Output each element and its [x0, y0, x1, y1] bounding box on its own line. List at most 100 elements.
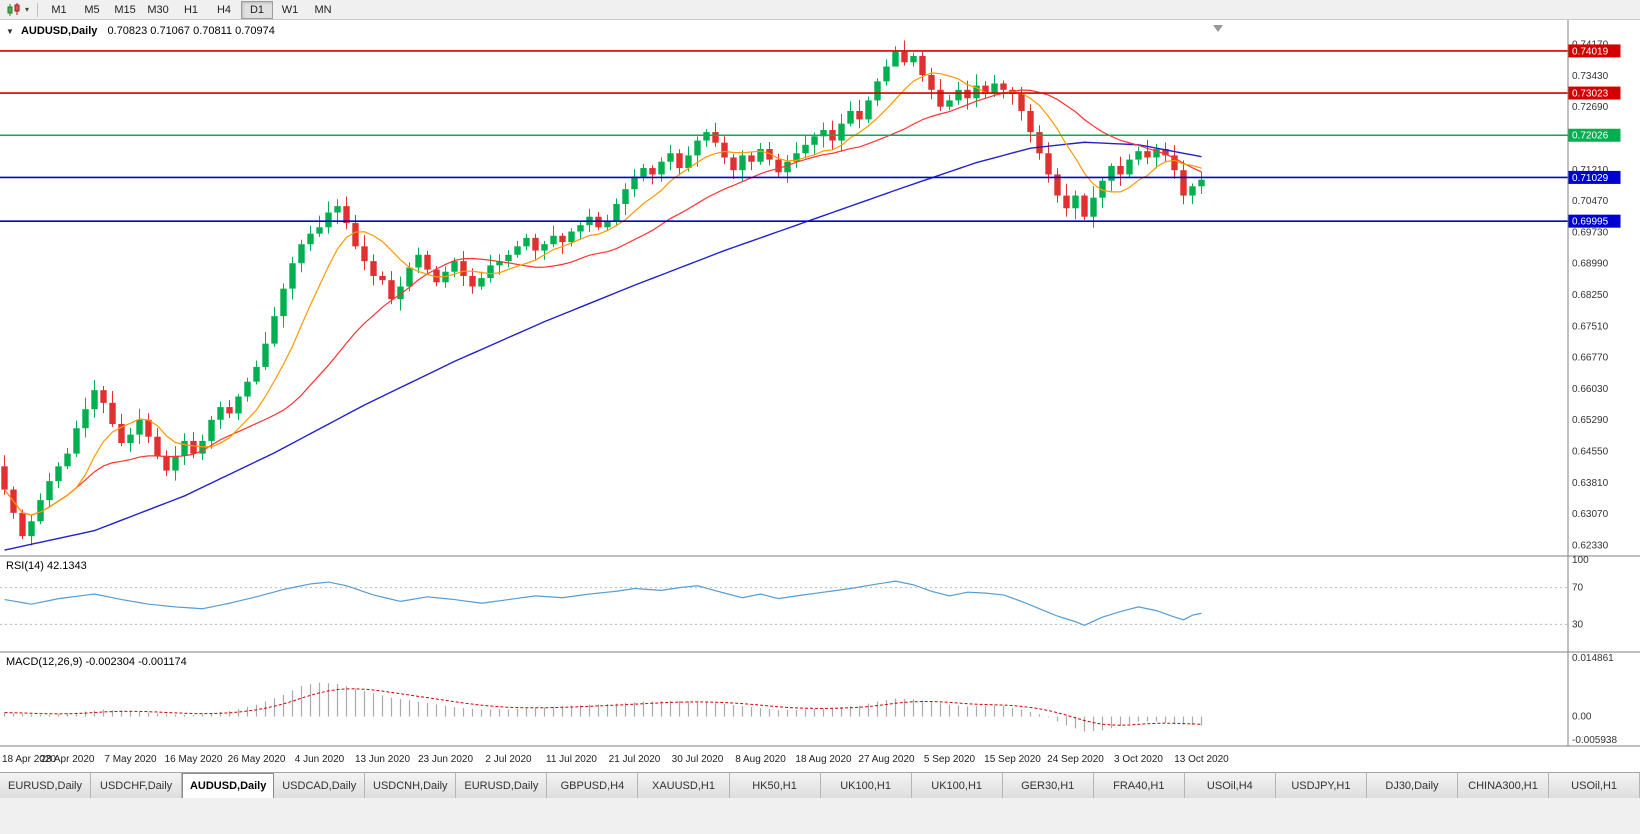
chart-tab-3[interactable]: USDCAD,Daily [274, 773, 366, 798]
svg-text:26 May 2020: 26 May 2020 [228, 754, 286, 765]
svg-text:0.63810: 0.63810 [1572, 478, 1609, 489]
svg-text:28 Apr 2020: 28 Apr 2020 [41, 754, 95, 765]
horizontal-levels-layer[interactable]: 0.74019 0.73023 0.72026 0.71029 0.69995 [0, 44, 1621, 228]
chart-tab-0[interactable]: EURUSD,Daily [0, 773, 92, 798]
svg-text:0.74019: 0.74019 [1572, 46, 1609, 57]
svg-text:0.72026: 0.72026 [1572, 131, 1609, 142]
svg-text:13 Jun 2020: 13 Jun 2020 [355, 754, 410, 765]
svg-text:21 Jul 2020: 21 Jul 2020 [609, 754, 661, 765]
svg-text:0.63070: 0.63070 [1572, 509, 1609, 520]
price-axis[interactable]: 0.741700.734300.726900.719500.712100.704… [1572, 40, 1609, 552]
svg-text:8 Aug 2020: 8 Aug 2020 [735, 754, 786, 765]
tf-button-mn[interactable]: MN [314, 3, 332, 16]
svg-text:-0.005938: -0.005938 [1572, 735, 1617, 746]
chart-tab-8[interactable]: HK50,H1 [729, 773, 821, 798]
svg-text:0.72690: 0.72690 [1572, 102, 1609, 113]
svg-text:24 Sep 2020: 24 Sep 2020 [1047, 754, 1104, 765]
toolbar-separator [37, 2, 39, 17]
tf-button-h1[interactable]: H1 [183, 3, 199, 16]
svg-text:27 Aug 2020: 27 Aug 2020 [858, 754, 915, 765]
svg-text:0.71210: 0.71210 [1572, 165, 1609, 176]
svg-text:0.014861: 0.014861 [1572, 653, 1614, 664]
macd-indicator-label: MACD(12,26,9) -0.002304 -0.001174 [6, 656, 187, 668]
chart-tab-9[interactable]: UK100,H1 [820, 773, 912, 798]
tf-button-m30[interactable]: M30 [147, 3, 169, 16]
svg-text:18 Aug 2020: 18 Aug 2020 [795, 754, 852, 765]
svg-text:0.64550: 0.64550 [1572, 447, 1609, 458]
chart-tab-16[interactable]: CHINA300,H1 [1458, 773, 1550, 798]
candlestick-chart-icon [7, 2, 20, 16]
chart-tab-5[interactable]: EURUSD,Daily [456, 773, 548, 798]
macd-histogram [3, 682, 1203, 732]
panel-frames [0, 20, 1640, 747]
tf-button-m5[interactable]: M5 [84, 3, 100, 16]
chart-tab-15[interactable]: DJ30,Daily [1366, 773, 1458, 798]
tf-button-d1[interactable]: D1 [241, 0, 274, 19]
chart-tab-7[interactable]: XAUUSD,H1 [638, 773, 730, 798]
svg-text:3 Oct 2020: 3 Oct 2020 [1114, 754, 1163, 765]
chart-symbol-label: AUDUSD,Daily [20, 25, 98, 37]
chart-ohlc-values: 0.70823 0.71067 0.70811 0.70974 [107, 25, 275, 37]
svg-text:2 Jul 2020: 2 Jul 2020 [485, 754, 532, 765]
svg-text:4 Jun 2020: 4 Jun 2020 [295, 754, 345, 765]
chart-tab-11[interactable]: GER30,H1 [1002, 773, 1094, 798]
svg-text:0.65290: 0.65290 [1572, 415, 1609, 426]
chart-tab-12[interactable]: FRA40,H1 [1093, 773, 1185, 798]
chart-tab-2[interactable]: AUDUSD,Daily [182, 773, 275, 798]
price-level-label-box [1568, 44, 1621, 58]
price-level-label-box [1568, 86, 1621, 100]
svg-text:0.73023: 0.73023 [1572, 89, 1609, 100]
svg-text:100: 100 [1572, 555, 1589, 566]
svg-text:18 Apr 2020: 18 Apr 2020 [2, 754, 56, 765]
ma-slow-line [4, 141, 1202, 551]
price-level-label-box [1568, 128, 1621, 142]
chart-shift-marker[interactable] [1213, 25, 1223, 32]
timeframe-buttons: M1 M5 M15 M30 H1 H4 D1 W1 MN [43, 0, 339, 19]
chart-tab-14[interactable]: USDJPY,H1 [1275, 773, 1367, 798]
svg-text:0.68250: 0.68250 [1572, 290, 1609, 301]
macd-signal-line [4, 688, 1202, 726]
price-chart-canvas[interactable]: 0.741700.734300.726900.719500.712100.704… [0, 20, 1640, 772]
chart-tab-1[interactable]: USDCHF,Daily [91, 773, 183, 798]
rsi-indicator-label: RSI(14) 42.1343 [6, 560, 87, 572]
svg-text:23 Jun 2020: 23 Jun 2020 [418, 754, 473, 765]
svg-text:15 Sep 2020: 15 Sep 2020 [984, 754, 1041, 765]
chart-tab-4[interactable]: USDCNH,Daily [365, 773, 457, 798]
svg-text:0.69730: 0.69730 [1572, 227, 1609, 238]
svg-text:30 Jul 2020: 30 Jul 2020 [672, 754, 724, 765]
svg-text:0.66030: 0.66030 [1572, 384, 1609, 395]
chart-title: ▼ AUDUSD,Daily 0.70823 0.71067 0.70811 0… [6, 25, 275, 37]
tf-button-m1[interactable]: M1 [51, 3, 67, 16]
chart-type-button[interactable]: ▾ [4, 1, 32, 19]
price-level-label-box [1568, 214, 1621, 228]
chart-area[interactable]: 0.741700.734300.726900.719500.712100.704… [0, 20, 1640, 772]
candles-layer [1, 40, 1205, 546]
svg-text:0.73430: 0.73430 [1572, 71, 1609, 82]
chart-tabs-bar: EURUSD,Daily USDCHF,Daily AUDUSD,Daily USDC… [0, 772, 1640, 798]
macd-panel: 0.014861 0.00 -0.005938 [3, 653, 1617, 746]
svg-text:7 May 2020: 7 May 2020 [104, 754, 157, 765]
svg-text:0.00: 0.00 [1572, 712, 1592, 723]
svg-text:30: 30 [1572, 619, 1584, 630]
chart-tab-17[interactable]: USOil,H1 [1549, 773, 1640, 798]
price-level-label-box [1568, 170, 1621, 184]
svg-text:16 May 2020: 16 May 2020 [165, 754, 223, 765]
svg-text:0.62330: 0.62330 [1572, 540, 1609, 551]
chart-tab-10[interactable]: UK100,H1 [911, 773, 1003, 798]
svg-text:5 Sep 2020: 5 Sep 2020 [924, 754, 976, 765]
svg-text:70: 70 [1572, 583, 1584, 594]
tf-button-h4[interactable]: H4 [216, 3, 232, 16]
chart-tab-6[interactable]: GBPUSD,H4 [547, 773, 639, 798]
collapse-indicator-icon[interactable]: ▼ [6, 27, 14, 36]
svg-text:11 Jul 2020: 11 Jul 2020 [546, 754, 597, 765]
tf-button-w1[interactable]: W1 [281, 3, 299, 16]
svg-text:0.66770: 0.66770 [1572, 353, 1609, 364]
moving-averages-layer [4, 72, 1202, 551]
toolbar: ▾ M1 M5 M15 M30 H1 H4 D1 W1 MN [0, 0, 1640, 20]
chart-tab-13[interactable]: USOil,H4 [1184, 773, 1276, 798]
rsi-line [4, 580, 1202, 626]
svg-text:0.68990: 0.68990 [1572, 259, 1609, 270]
tf-button-m15[interactable]: M15 [114, 3, 136, 16]
